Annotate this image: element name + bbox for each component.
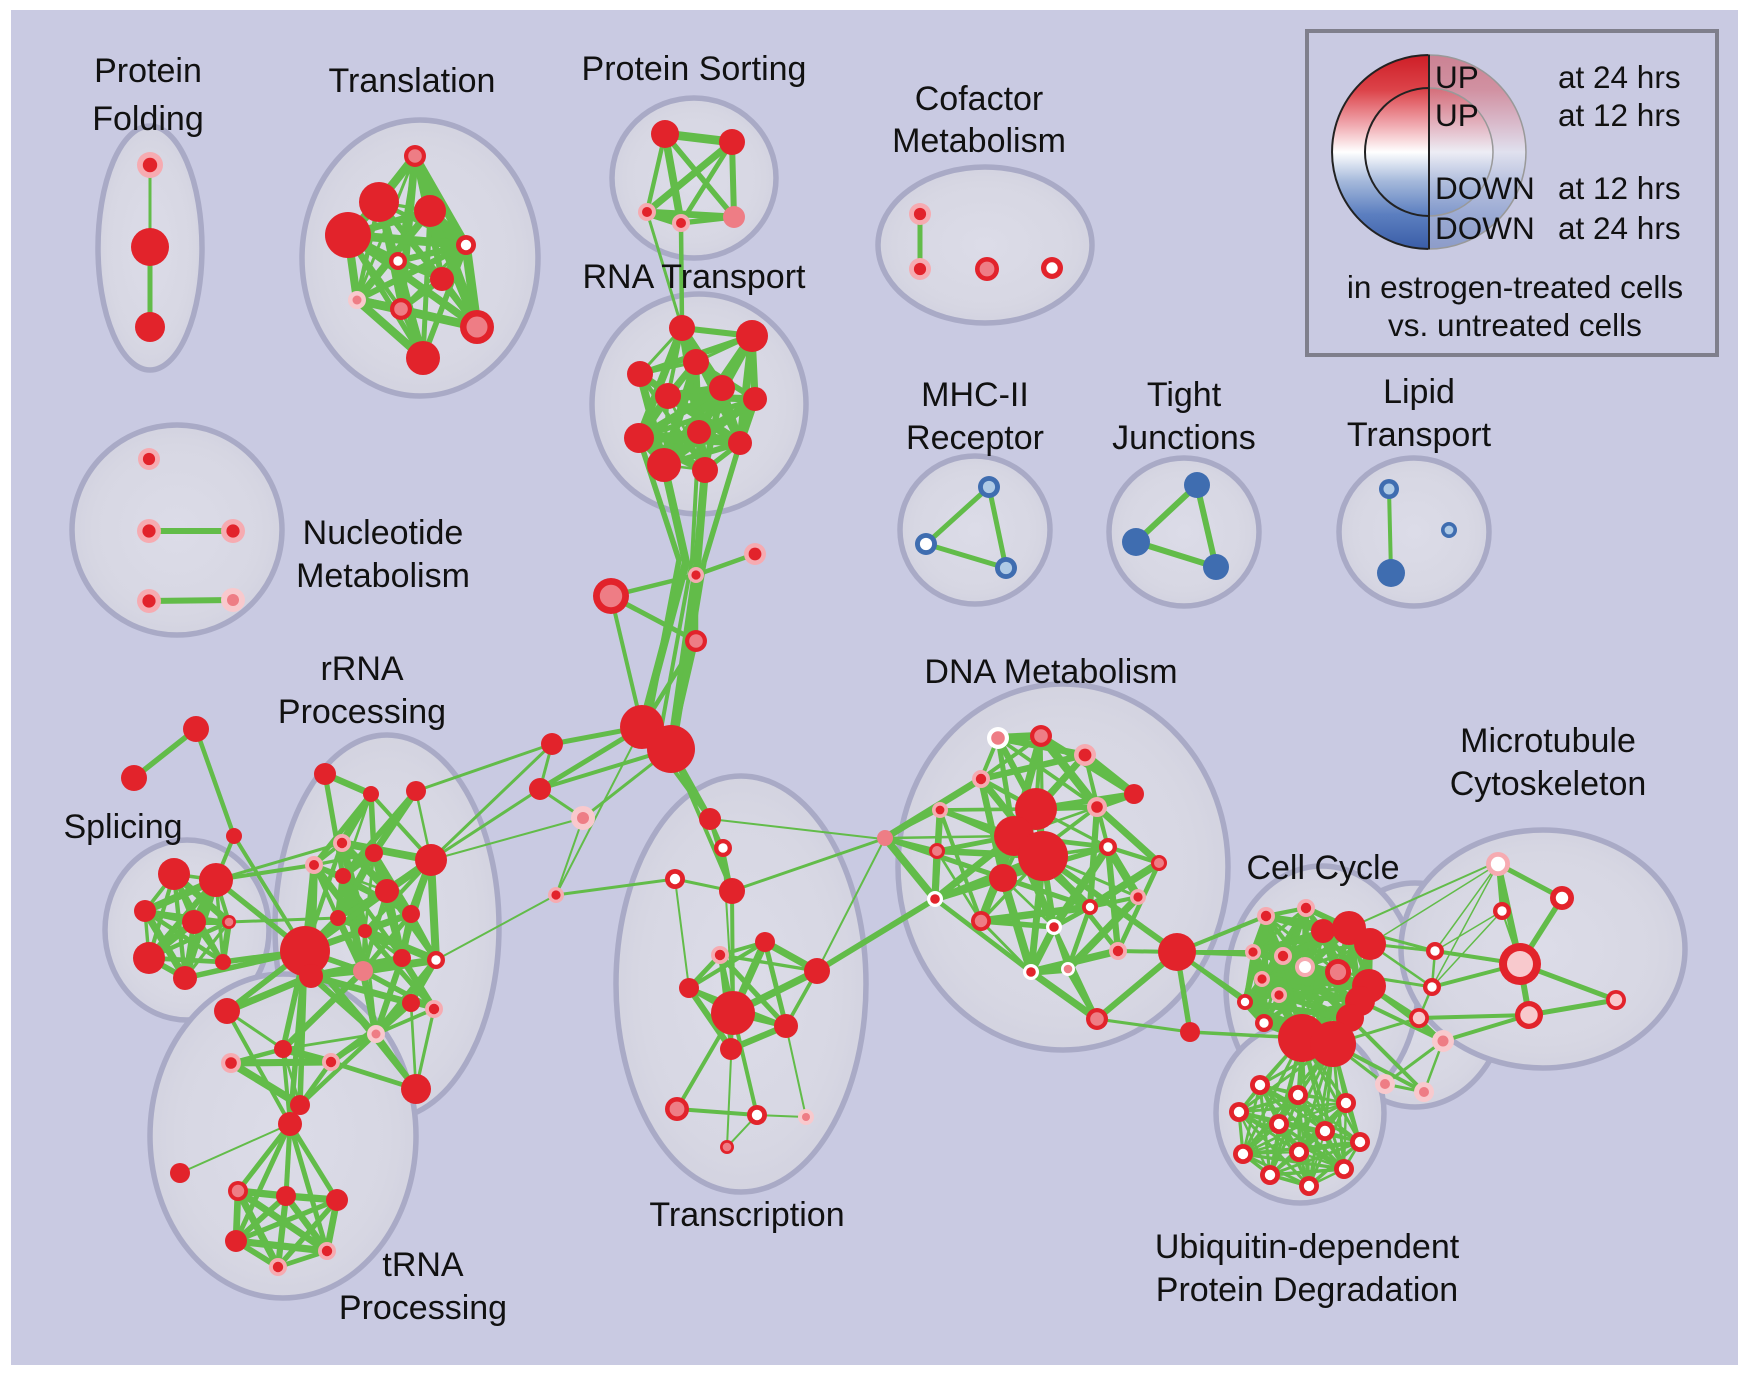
svg-text:DOWN: DOWN: [1435, 210, 1535, 246]
svg-text:Tight: Tight: [1147, 376, 1222, 414]
svg-text:at 24 hrs: at 24 hrs: [1558, 210, 1681, 246]
svg-text:Processing: Processing: [339, 1289, 507, 1327]
svg-text:Transport: Transport: [1347, 416, 1492, 454]
svg-text:Metabolism: Metabolism: [892, 122, 1066, 160]
svg-text:at 24 hrs: at 24 hrs: [1558, 59, 1681, 95]
svg-text:rRNA: rRNA: [320, 650, 403, 688]
svg-text:Ubiquitin-dependent: Ubiquitin-dependent: [1155, 1228, 1460, 1266]
svg-text:UP: UP: [1435, 97, 1479, 133]
svg-text:Cofactor: Cofactor: [915, 80, 1044, 118]
svg-text:Nucleotide: Nucleotide: [303, 514, 464, 552]
svg-text:at 12 hrs: at 12 hrs: [1558, 97, 1681, 133]
svg-text:Translation: Translation: [329, 62, 496, 100]
svg-text:Receptor: Receptor: [906, 419, 1044, 457]
svg-text:UP: UP: [1435, 59, 1479, 95]
svg-text:Transcription: Transcription: [649, 1196, 844, 1234]
svg-text:Folding: Folding: [92, 100, 204, 138]
svg-text:Protein Sorting: Protein Sorting: [582, 50, 807, 88]
svg-text:RNA Transport: RNA Transport: [583, 258, 807, 296]
svg-text:Junctions: Junctions: [1112, 419, 1256, 457]
svg-text:Splicing: Splicing: [63, 808, 182, 846]
svg-text:vs. untreated cells: vs. untreated cells: [1388, 307, 1642, 343]
svg-text:Cell Cycle: Cell Cycle: [1246, 849, 1399, 887]
svg-text:Protein Degradation: Protein Degradation: [1156, 1271, 1458, 1309]
svg-text:Metabolism: Metabolism: [296, 557, 470, 595]
svg-text:in estrogen-treated cells: in estrogen-treated cells: [1347, 269, 1683, 305]
svg-text:DOWN: DOWN: [1435, 170, 1535, 206]
svg-text:Lipid: Lipid: [1383, 373, 1455, 411]
svg-text:tRNA: tRNA: [382, 1246, 464, 1284]
svg-text:MHC-II: MHC-II: [921, 376, 1029, 414]
svg-text:Cytoskeleton: Cytoskeleton: [1450, 765, 1647, 803]
svg-text:Protein: Protein: [94, 52, 202, 90]
svg-text:Processing: Processing: [278, 693, 446, 731]
svg-text:DNA Metabolism: DNA Metabolism: [924, 653, 1177, 691]
svg-text:Microtubule: Microtubule: [1460, 722, 1636, 760]
svg-text:at 12 hrs: at 12 hrs: [1558, 170, 1681, 206]
